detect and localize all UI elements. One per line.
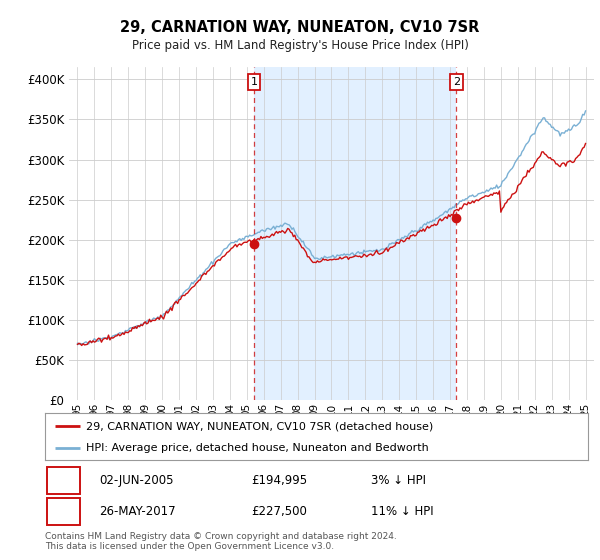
Text: 29, CARNATION WAY, NUNEATON, CV10 7SR (detached house): 29, CARNATION WAY, NUNEATON, CV10 7SR (d… bbox=[86, 421, 433, 431]
Text: £227,500: £227,500 bbox=[251, 505, 307, 518]
FancyBboxPatch shape bbox=[47, 498, 80, 525]
Text: £194,995: £194,995 bbox=[251, 474, 307, 487]
Text: HPI: Average price, detached house, Nuneaton and Bedworth: HPI: Average price, detached house, Nune… bbox=[86, 444, 428, 454]
Bar bbox=[254, 67, 457, 400]
Text: Contains HM Land Registry data © Crown copyright and database right 2024.
This d: Contains HM Land Registry data © Crown c… bbox=[45, 532, 397, 552]
Text: Price paid vs. HM Land Registry's House Price Index (HPI): Price paid vs. HM Land Registry's House … bbox=[131, 39, 469, 52]
Text: 29, CARNATION WAY, NUNEATON, CV10 7SR: 29, CARNATION WAY, NUNEATON, CV10 7SR bbox=[121, 20, 479, 35]
Text: 2: 2 bbox=[453, 77, 460, 87]
Text: 02-JUN-2005: 02-JUN-2005 bbox=[100, 474, 174, 487]
FancyBboxPatch shape bbox=[47, 467, 80, 494]
Text: 1: 1 bbox=[250, 77, 257, 87]
Text: 2: 2 bbox=[59, 505, 67, 518]
Text: 11% ↓ HPI: 11% ↓ HPI bbox=[371, 505, 433, 518]
Text: 1: 1 bbox=[59, 474, 67, 487]
Text: 26-MAY-2017: 26-MAY-2017 bbox=[100, 505, 176, 518]
Text: 3% ↓ HPI: 3% ↓ HPI bbox=[371, 474, 426, 487]
